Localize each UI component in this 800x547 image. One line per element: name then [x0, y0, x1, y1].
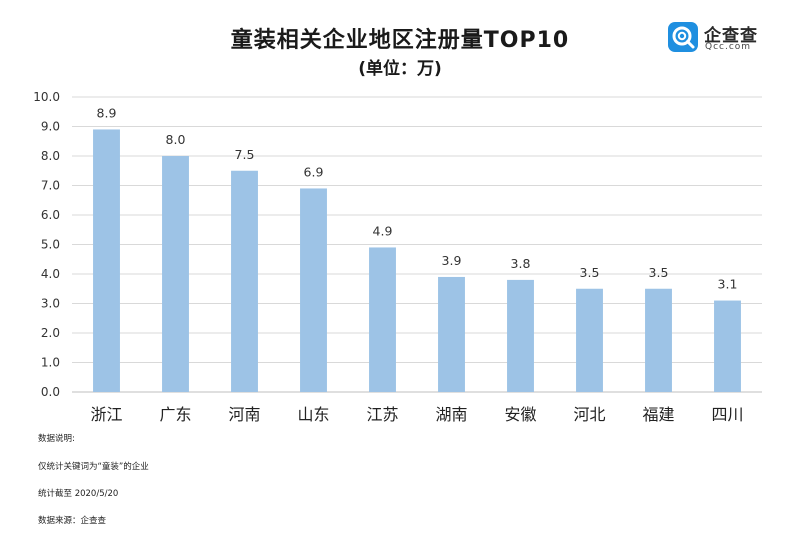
data-label: 3.8 [511, 256, 531, 271]
notes-line-2: 统计截至 2020/5/20 [38, 489, 119, 499]
bar [369, 247, 396, 392]
y-tick-label: 10.0 [33, 90, 60, 104]
x-tick-label: 四川 [711, 405, 743, 424]
bar [714, 300, 741, 392]
chart-title: 童装相关企业地区注册量TOP10 [230, 28, 570, 53]
y-tick-label: 2.0 [41, 326, 60, 340]
brand-logo: 企查查 Qcc.com [668, 22, 788, 56]
x-tick-label: 河北 [573, 405, 605, 424]
bar [162, 156, 189, 392]
x-tick-label: 河南 [228, 405, 260, 424]
qcc-logo-icon [668, 22, 698, 52]
x-tick-label: 安徽 [504, 405, 536, 424]
y-tick-label: 8.0 [41, 149, 60, 163]
bar [507, 279, 534, 392]
data-label: 3.5 [649, 265, 669, 280]
data-label: 6.9 [304, 164, 324, 179]
x-tick-label: 山东 [297, 405, 329, 424]
bar [438, 276, 465, 392]
x-tick-label: 江苏 [366, 405, 398, 424]
x-tick-label: 广东 [159, 405, 191, 424]
data-label: 3.9 [442, 253, 462, 268]
bar [300, 188, 327, 392]
x-tick-label: 福建 [642, 405, 674, 424]
bar [576, 288, 603, 392]
bar [645, 288, 672, 392]
y-tick-label: 9.0 [41, 120, 60, 134]
chart-subtitle: (单位：万) [358, 59, 442, 79]
y-tick-label: 7.0 [41, 179, 60, 193]
notes-line-3: 数据来源：企查查 [38, 516, 107, 526]
data-label: 8.0 [166, 132, 186, 147]
bar [93, 129, 120, 392]
bar [231, 170, 258, 392]
data-label: 3.1 [718, 277, 738, 292]
data-label: 8.9 [97, 105, 117, 120]
data-label: 4.9 [373, 223, 393, 238]
logo-domain: Qcc.com [705, 42, 752, 52]
y-tick-label: 3.0 [41, 297, 60, 311]
data-label: 3.5 [580, 265, 600, 280]
x-tick-label: 湖南 [435, 405, 467, 424]
logo-name: 企查查 [704, 26, 758, 46]
x-tick-label: 浙江 [90, 405, 122, 424]
y-tick-label: 5.0 [41, 238, 60, 252]
y-tick-label: 6.0 [41, 208, 60, 222]
y-tick-label: 0.0 [41, 385, 60, 399]
notes-heading: 数据说明: [38, 434, 75, 444]
y-tick-label: 1.0 [41, 356, 60, 370]
notes-line-1: 仅统计关键词为“童装”的企业 [38, 462, 149, 472]
data-label: 7.5 [235, 147, 255, 162]
y-tick-label: 4.0 [41, 267, 60, 281]
